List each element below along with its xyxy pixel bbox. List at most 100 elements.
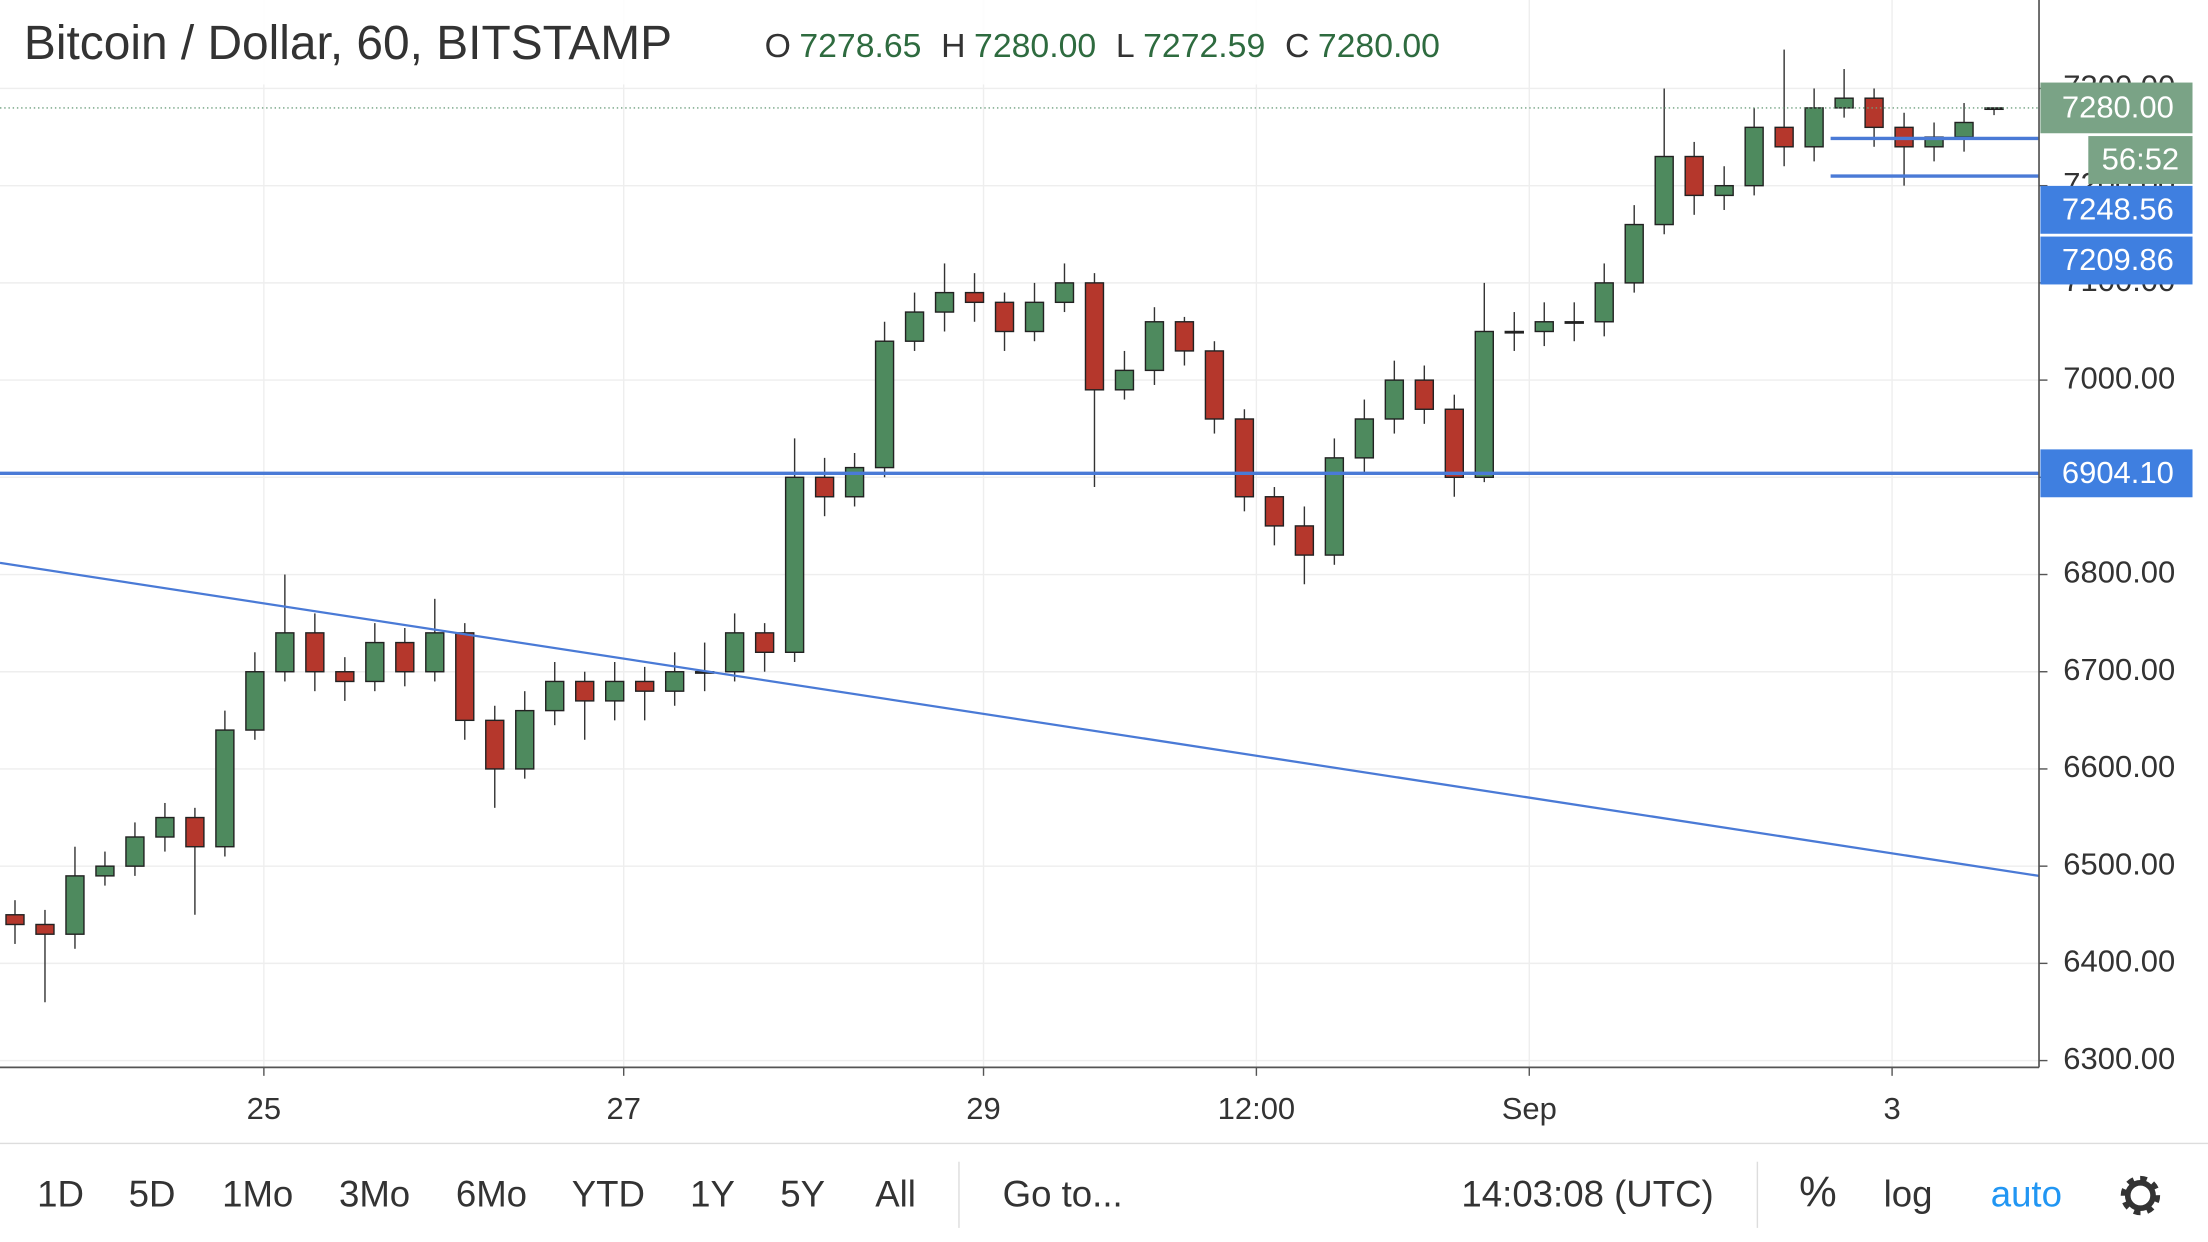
clock: 14:03:08 (UTC) <box>1461 1174 1713 1215</box>
header-bg <box>0 0 1465 85</box>
last-price-badge <box>2040 82 2193 134</box>
candle-body <box>575 680 595 702</box>
candle-body <box>1714 184 1734 197</box>
candle-body <box>1174 321 1195 352</box>
last-price-label: 7280.00 <box>2062 90 2174 125</box>
candle-body <box>95 865 115 877</box>
y-tick-label: 6300.00 <box>2063 1041 2175 1076</box>
ohlc-name: O <box>765 27 791 65</box>
candle-body <box>1234 418 1255 498</box>
candle-body <box>185 816 205 848</box>
candle-body <box>1204 350 1225 420</box>
candle-body <box>634 680 655 692</box>
candle-body <box>605 680 625 702</box>
y-tick-label: 6700.00 <box>2063 652 2175 687</box>
settings-icon[interactable] <box>2120 1175 2161 1216</box>
ohlc-value: 7272.59 <box>1143 27 1265 65</box>
candle-body <box>1654 155 1674 226</box>
x-tick-label: 27 <box>606 1091 640 1126</box>
candle-body <box>5 914 25 926</box>
candle-body <box>125 836 145 867</box>
price-badge-label: 7209.86 <box>2062 242 2174 277</box>
candle-body <box>784 476 805 653</box>
candle-body <box>1444 408 1465 479</box>
price-badge <box>2040 185 2193 234</box>
ohlc-name: C <box>1285 27 1309 65</box>
candle-body <box>1564 321 1584 324</box>
candle-body <box>1354 418 1375 459</box>
y-tick-label: 6400.00 <box>2063 944 2175 979</box>
range-button[interactable]: 5D <box>129 1174 176 1215</box>
x-tick-label: Sep <box>1502 1091 1557 1126</box>
trend-line <box>0 561 2040 877</box>
candle-body <box>964 291 985 304</box>
candle-body <box>994 301 1015 333</box>
candle-body <box>395 641 415 673</box>
candle-body <box>485 719 505 770</box>
candle-body <box>1534 321 1554 333</box>
log-toggle[interactable]: log <box>1884 1174 1933 1215</box>
range-button[interactable]: All <box>875 1174 916 1215</box>
candle-body <box>455 632 475 722</box>
y-tick-label: 6800.00 <box>2063 555 2175 590</box>
candle-body <box>1684 155 1704 197</box>
countdown-badge <box>2088 136 2193 184</box>
candle-body <box>305 632 325 673</box>
candle-body <box>1414 379 1435 410</box>
range-button[interactable]: 3Mo <box>339 1174 410 1215</box>
price-badge <box>2040 449 2193 498</box>
range-button[interactable]: 1Y <box>690 1174 735 1215</box>
candle-body <box>1324 457 1345 556</box>
candle-body <box>1024 301 1045 333</box>
goto-button[interactable]: Go to... <box>1003 1174 1123 1215</box>
candle-body <box>1504 330 1524 334</box>
candle-body <box>35 923 55 935</box>
candle-body <box>1384 379 1405 420</box>
candle-body <box>1804 107 1824 148</box>
candle-body <box>1084 282 1105 391</box>
x-tick-label: 25 <box>247 1091 281 1126</box>
range-button[interactable]: 6Mo <box>456 1174 527 1215</box>
range-button[interactable]: 1D <box>37 1174 84 1215</box>
candle-body <box>1594 282 1614 323</box>
candle-body <box>1864 97 1884 129</box>
price-badge-label: 6904.10 <box>2062 455 2174 490</box>
candle-body <box>904 311 925 342</box>
percent-toggle[interactable]: % <box>1799 1169 1837 1216</box>
candle-body <box>724 632 745 673</box>
x-tick-label: 12:00 <box>1218 1091 1296 1126</box>
candle-body <box>545 680 565 712</box>
price-badge-label: 7248.56 <box>2062 191 2174 226</box>
candle-body <box>215 729 235 848</box>
candle-body <box>1144 321 1165 372</box>
y-tick-label: 7000.00 <box>2063 360 2175 395</box>
range-button[interactable]: 5Y <box>780 1174 825 1215</box>
candle-body <box>1264 496 1285 527</box>
candle-body <box>1954 121 1974 138</box>
x-tick-label: 29 <box>966 1091 1000 1126</box>
candle-body <box>1294 525 1315 556</box>
candle-body <box>754 632 775 653</box>
chart-title: Bitcoin / Dollar, 60, BITSTAMP <box>24 17 672 70</box>
candle-body <box>515 709 535 770</box>
ohlc-name: H <box>941 27 965 65</box>
candle-body <box>664 671 685 692</box>
candle-body <box>365 641 385 683</box>
candle-body <box>425 632 445 673</box>
candle-body <box>814 476 835 498</box>
candle-body <box>1054 282 1075 304</box>
ohlc-name: L <box>1116 27 1135 65</box>
candle-body <box>1774 126 1794 148</box>
range-button[interactable]: 1Mo <box>222 1174 293 1215</box>
candle-body <box>1834 97 1854 109</box>
price-badge <box>2040 236 2193 285</box>
range-button[interactable]: YTD <box>572 1174 645 1215</box>
candle-body <box>1114 369 1135 391</box>
candle-body <box>155 816 175 838</box>
ohlc-value: 7280.00 <box>974 27 1096 65</box>
auto-toggle[interactable]: auto <box>1991 1174 2062 1215</box>
candle-body <box>934 291 955 313</box>
countdown-label: 56:52 <box>2102 142 2180 177</box>
y-tick-label: 6600.00 <box>2063 749 2175 784</box>
